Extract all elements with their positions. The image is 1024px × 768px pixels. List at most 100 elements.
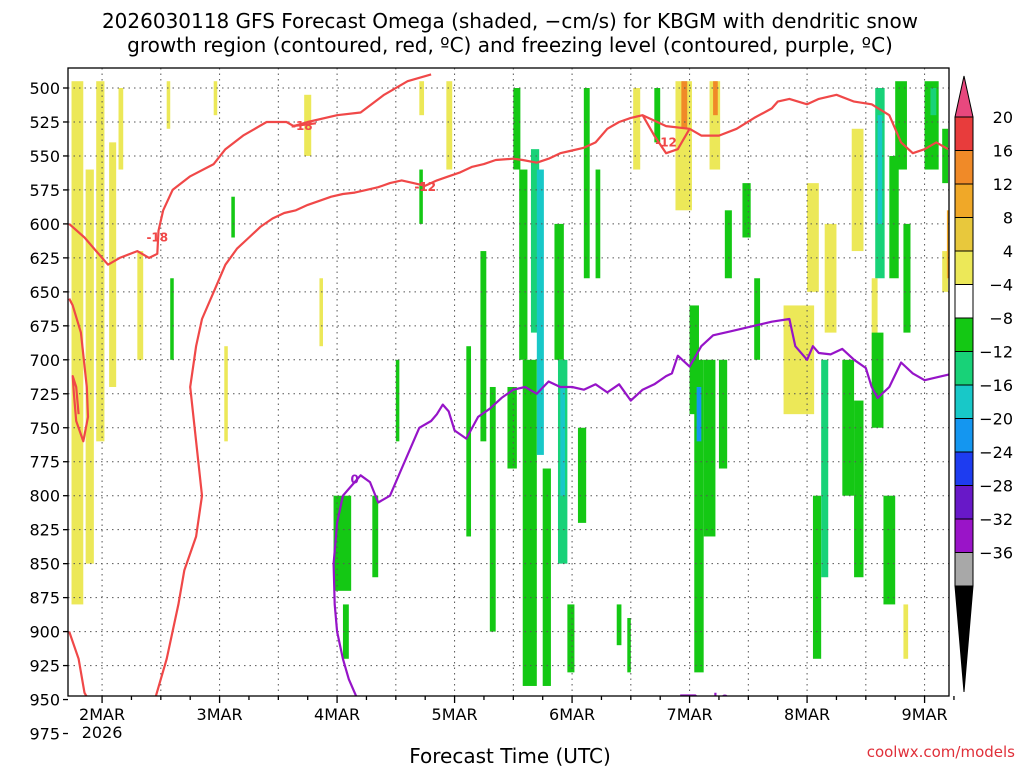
omega-cell xyxy=(96,81,105,442)
omega-cell xyxy=(71,81,84,605)
omega-cell xyxy=(681,81,688,129)
omega-cell xyxy=(633,88,641,170)
colorbar-swatch xyxy=(954,418,974,453)
omega-shading-layer xyxy=(71,81,949,686)
dgz-contour-label: -12 xyxy=(150,720,172,734)
y-tick-label: 725 xyxy=(29,385,60,404)
omega-cell xyxy=(419,81,425,116)
colorbar-label: −8 xyxy=(989,309,1013,328)
colorbar-label: 16 xyxy=(993,142,1013,161)
omega-cell xyxy=(713,81,718,116)
omega-cell xyxy=(842,359,855,496)
omega-cell xyxy=(567,604,575,673)
x-tick-label: 4MAR xyxy=(314,705,360,724)
x-tick-label: 2MAR xyxy=(79,705,125,724)
omega-cell xyxy=(807,183,819,292)
omega-cell xyxy=(824,223,837,333)
omega-cell xyxy=(419,169,423,224)
dgz-contour-label: -18 xyxy=(291,119,313,133)
omega-cell xyxy=(851,128,864,252)
y-tick-label: 850 xyxy=(29,555,60,574)
omega-cell xyxy=(946,210,949,279)
y-tick-label: 775 xyxy=(29,453,60,472)
y-tick-label: 900 xyxy=(29,623,60,642)
omega-cell xyxy=(942,128,949,184)
chart-title-line1: 2026030118 GFS Forecast Omega (shaded, −… xyxy=(102,9,918,33)
y-axis: 500 525 550 575 600 625 650 675 700 725 750 775 800 8… xyxy=(29,79,68,744)
y-tick-label: 625 xyxy=(29,249,60,268)
y-tick-label: 875 xyxy=(29,589,60,608)
colorbar-label: −12 xyxy=(979,343,1013,362)
colorbar-swatch xyxy=(954,317,974,352)
omega-cell xyxy=(903,223,911,333)
freezing-level-contour-label: 0 xyxy=(721,693,729,707)
omega-cell xyxy=(783,305,815,415)
omega-cell xyxy=(903,604,909,659)
colorbar-label: −28 xyxy=(979,477,1013,496)
omega-cell xyxy=(577,427,587,523)
omega-cell xyxy=(342,604,349,659)
colorbar-swatch xyxy=(954,116,974,151)
y-tick-label: 925 xyxy=(29,657,60,676)
omega-cell xyxy=(480,251,487,442)
omega-cell xyxy=(118,88,124,170)
colorbar-label: −36 xyxy=(979,544,1013,563)
dgz-contour xyxy=(292,122,317,128)
dgz-contour xyxy=(68,298,90,443)
x-tick-label: 9MAR xyxy=(902,705,948,724)
y-tick-label: 750 xyxy=(29,419,60,438)
omega-cell xyxy=(507,386,517,469)
dgz-contour-label: -12 xyxy=(414,180,436,194)
y-tick-label: 650 xyxy=(29,283,60,302)
omega-cell xyxy=(724,210,732,279)
omega-cell xyxy=(522,359,537,686)
credit-link[interactable]: coolwx.com/models xyxy=(867,743,1015,761)
colorbar-label: −4 xyxy=(989,276,1013,295)
y-tick-label: 500 xyxy=(29,79,60,98)
omega-cell xyxy=(166,81,171,129)
omega-cell xyxy=(595,169,601,279)
y-tick-label: 950 xyxy=(29,691,60,710)
omega-cell xyxy=(536,169,544,455)
colorbar-swatch xyxy=(954,518,974,553)
dgz-contour-label: -18 xyxy=(146,230,168,244)
dgz-contour xyxy=(154,93,949,696)
x-tick-label: 6MAR xyxy=(549,705,595,724)
colorbar-swatch xyxy=(954,552,974,587)
omega-cell xyxy=(703,359,716,537)
omega-cell xyxy=(930,88,937,116)
omega-cell xyxy=(627,618,631,673)
omega-cell xyxy=(224,346,228,442)
colorbar-swatch xyxy=(954,183,974,218)
omega-cell xyxy=(718,359,728,469)
colorbar-swatch xyxy=(954,250,974,285)
y-tick-label: 675 xyxy=(29,317,60,336)
omega-cell xyxy=(466,346,472,537)
y-tick-label: 800 xyxy=(29,487,60,506)
omega-cell xyxy=(560,386,566,496)
freezing-level-contour-label: 0 xyxy=(351,472,359,486)
omega-cell xyxy=(709,81,721,170)
dgz-contour-label: -12 xyxy=(655,135,677,149)
y-tick-label: 600 xyxy=(29,215,60,234)
omega-cell xyxy=(530,149,540,333)
colorbar-swatch xyxy=(954,217,974,252)
omega-cell xyxy=(519,169,528,360)
omega-cell xyxy=(871,278,878,360)
omega-cell xyxy=(583,88,590,279)
colorbar-swatch xyxy=(954,485,974,520)
plot-frame xyxy=(67,67,950,697)
colorbar-label: 20 xyxy=(993,108,1013,127)
colorbar-label: −20 xyxy=(979,410,1013,429)
colorbar-top-arrow xyxy=(954,75,974,118)
omega-cell xyxy=(554,223,564,360)
y-tick-label: 975 xyxy=(29,725,60,744)
x-tick-label: 7MAR xyxy=(667,705,713,724)
x-tick-label: 8MAR xyxy=(784,705,830,724)
omega-cell xyxy=(231,196,235,238)
omega-cell xyxy=(754,278,761,360)
omega-cell xyxy=(883,495,896,605)
x-tick-sublabel: 2026 xyxy=(82,723,123,742)
